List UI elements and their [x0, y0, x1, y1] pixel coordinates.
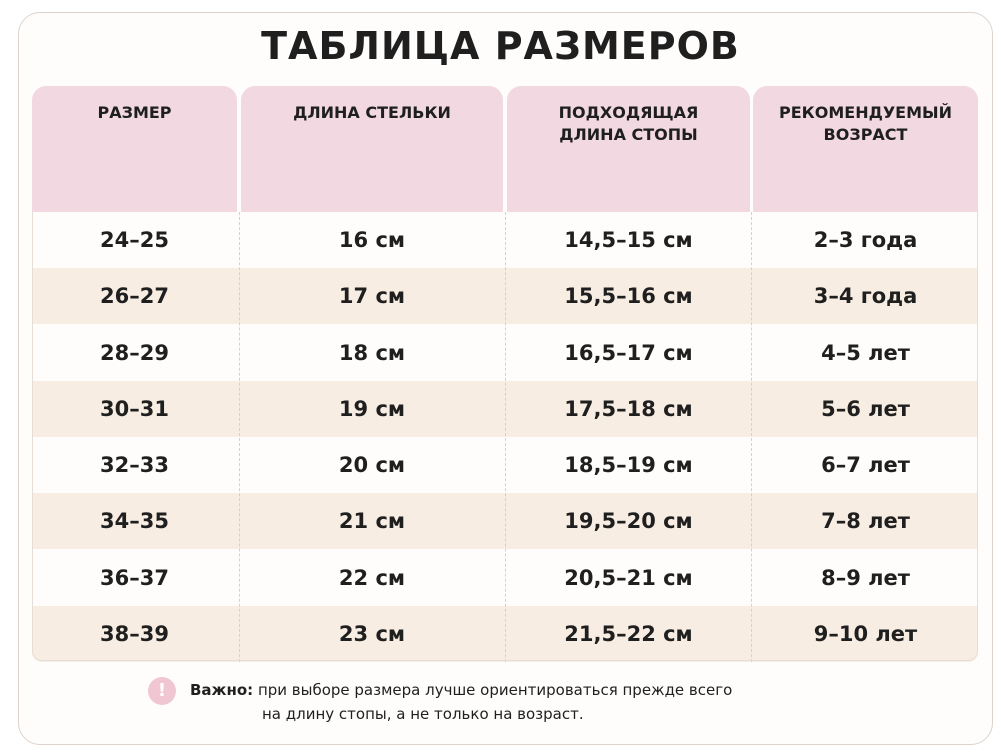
table-cell: 19,5–20 см [564, 509, 693, 534]
header-text: РАЗМЕР [97, 103, 172, 122]
header-text: ДЛИНА СТЕЛЬКИ [293, 103, 451, 122]
table-cell: 17,5–18 см [564, 396, 693, 421]
note-icon: ! [148, 677, 176, 705]
table-cell: 24–25 [100, 228, 169, 252]
table-cell: 22 см [338, 565, 406, 590]
table-cell: 16 см [338, 228, 406, 252]
table-cell: 8–9 лет [821, 565, 910, 590]
note-line: при выборе размера лучше ориентироваться… [257, 681, 733, 699]
table-cell: 17 см [338, 284, 406, 309]
note: Важно: при выборе размера лучше ориентир… [190, 678, 732, 726]
header-text: РЕКОМЕНДУЕМЫЙ [779, 103, 952, 122]
table-cell: 4–5 лет [821, 340, 910, 365]
table-cell: 7–8 лет [821, 509, 910, 534]
table-cell: 34–35 [100, 509, 169, 534]
table-cell: 18 см [338, 340, 406, 365]
header-cell: РЕКОМЕНДУЕМЫЙ ВОЗРАСТ [753, 86, 978, 212]
table-cell: 21 см [338, 509, 406, 534]
column-separator [505, 212, 506, 662]
table-cell: 2–3 года [813, 228, 918, 252]
column-separator [751, 212, 752, 662]
header-cell: ДЛИНА СТЕЛЬКИ [241, 86, 503, 212]
column-separator [239, 212, 240, 662]
table-cell: 19 см [338, 396, 406, 421]
title: ТАБЛИЦА РАЗМЕРОВ [261, 24, 740, 68]
header-cell: РАЗМЕР [32, 86, 237, 212]
table-cell: 16,5–17 см [564, 340, 693, 365]
table-cell: 32–33 [100, 453, 169, 477]
header-cell: ПОДХОДЯЩАЯ ДЛИНА СТОПЫ [507, 86, 750, 212]
table-cell: 18,5–19 см [564, 453, 693, 477]
table-cell: 6–7 лет [821, 453, 910, 477]
table-cell: 14,5–15 см [564, 228, 693, 252]
table-cell: 5–6 лет [821, 396, 910, 421]
table-cell: 23 см [338, 621, 406, 646]
table-frame [32, 212, 978, 661]
note-label: Важно: [190, 681, 254, 699]
table-cell: 21,5–22 см [564, 621, 693, 646]
table-cell: 3–4 года [813, 284, 918, 309]
table-cell: 38–39 [100, 621, 169, 646]
table-cell: 15,5–16 см [564, 284, 693, 309]
header-text: ВОЗРАСТ [823, 125, 908, 144]
table-cell: 26–27 [100, 284, 169, 309]
header-text: ПОДХОДЯЩАЯ [558, 103, 699, 122]
header-text: ДЛИНА СТОПЫ [559, 125, 698, 144]
table-cell: 9–10 лет [813, 621, 918, 646]
table-cell: 28–29 [100, 340, 169, 365]
table-cell: 30–31 [100, 396, 169, 421]
note-line: на длину стопы, а не только на возраст. [262, 705, 584, 723]
table-cell: 20,5–21 см [564, 565, 693, 590]
table-cell: 20 см [338, 453, 406, 477]
table-cell: 36–37 [100, 565, 169, 590]
